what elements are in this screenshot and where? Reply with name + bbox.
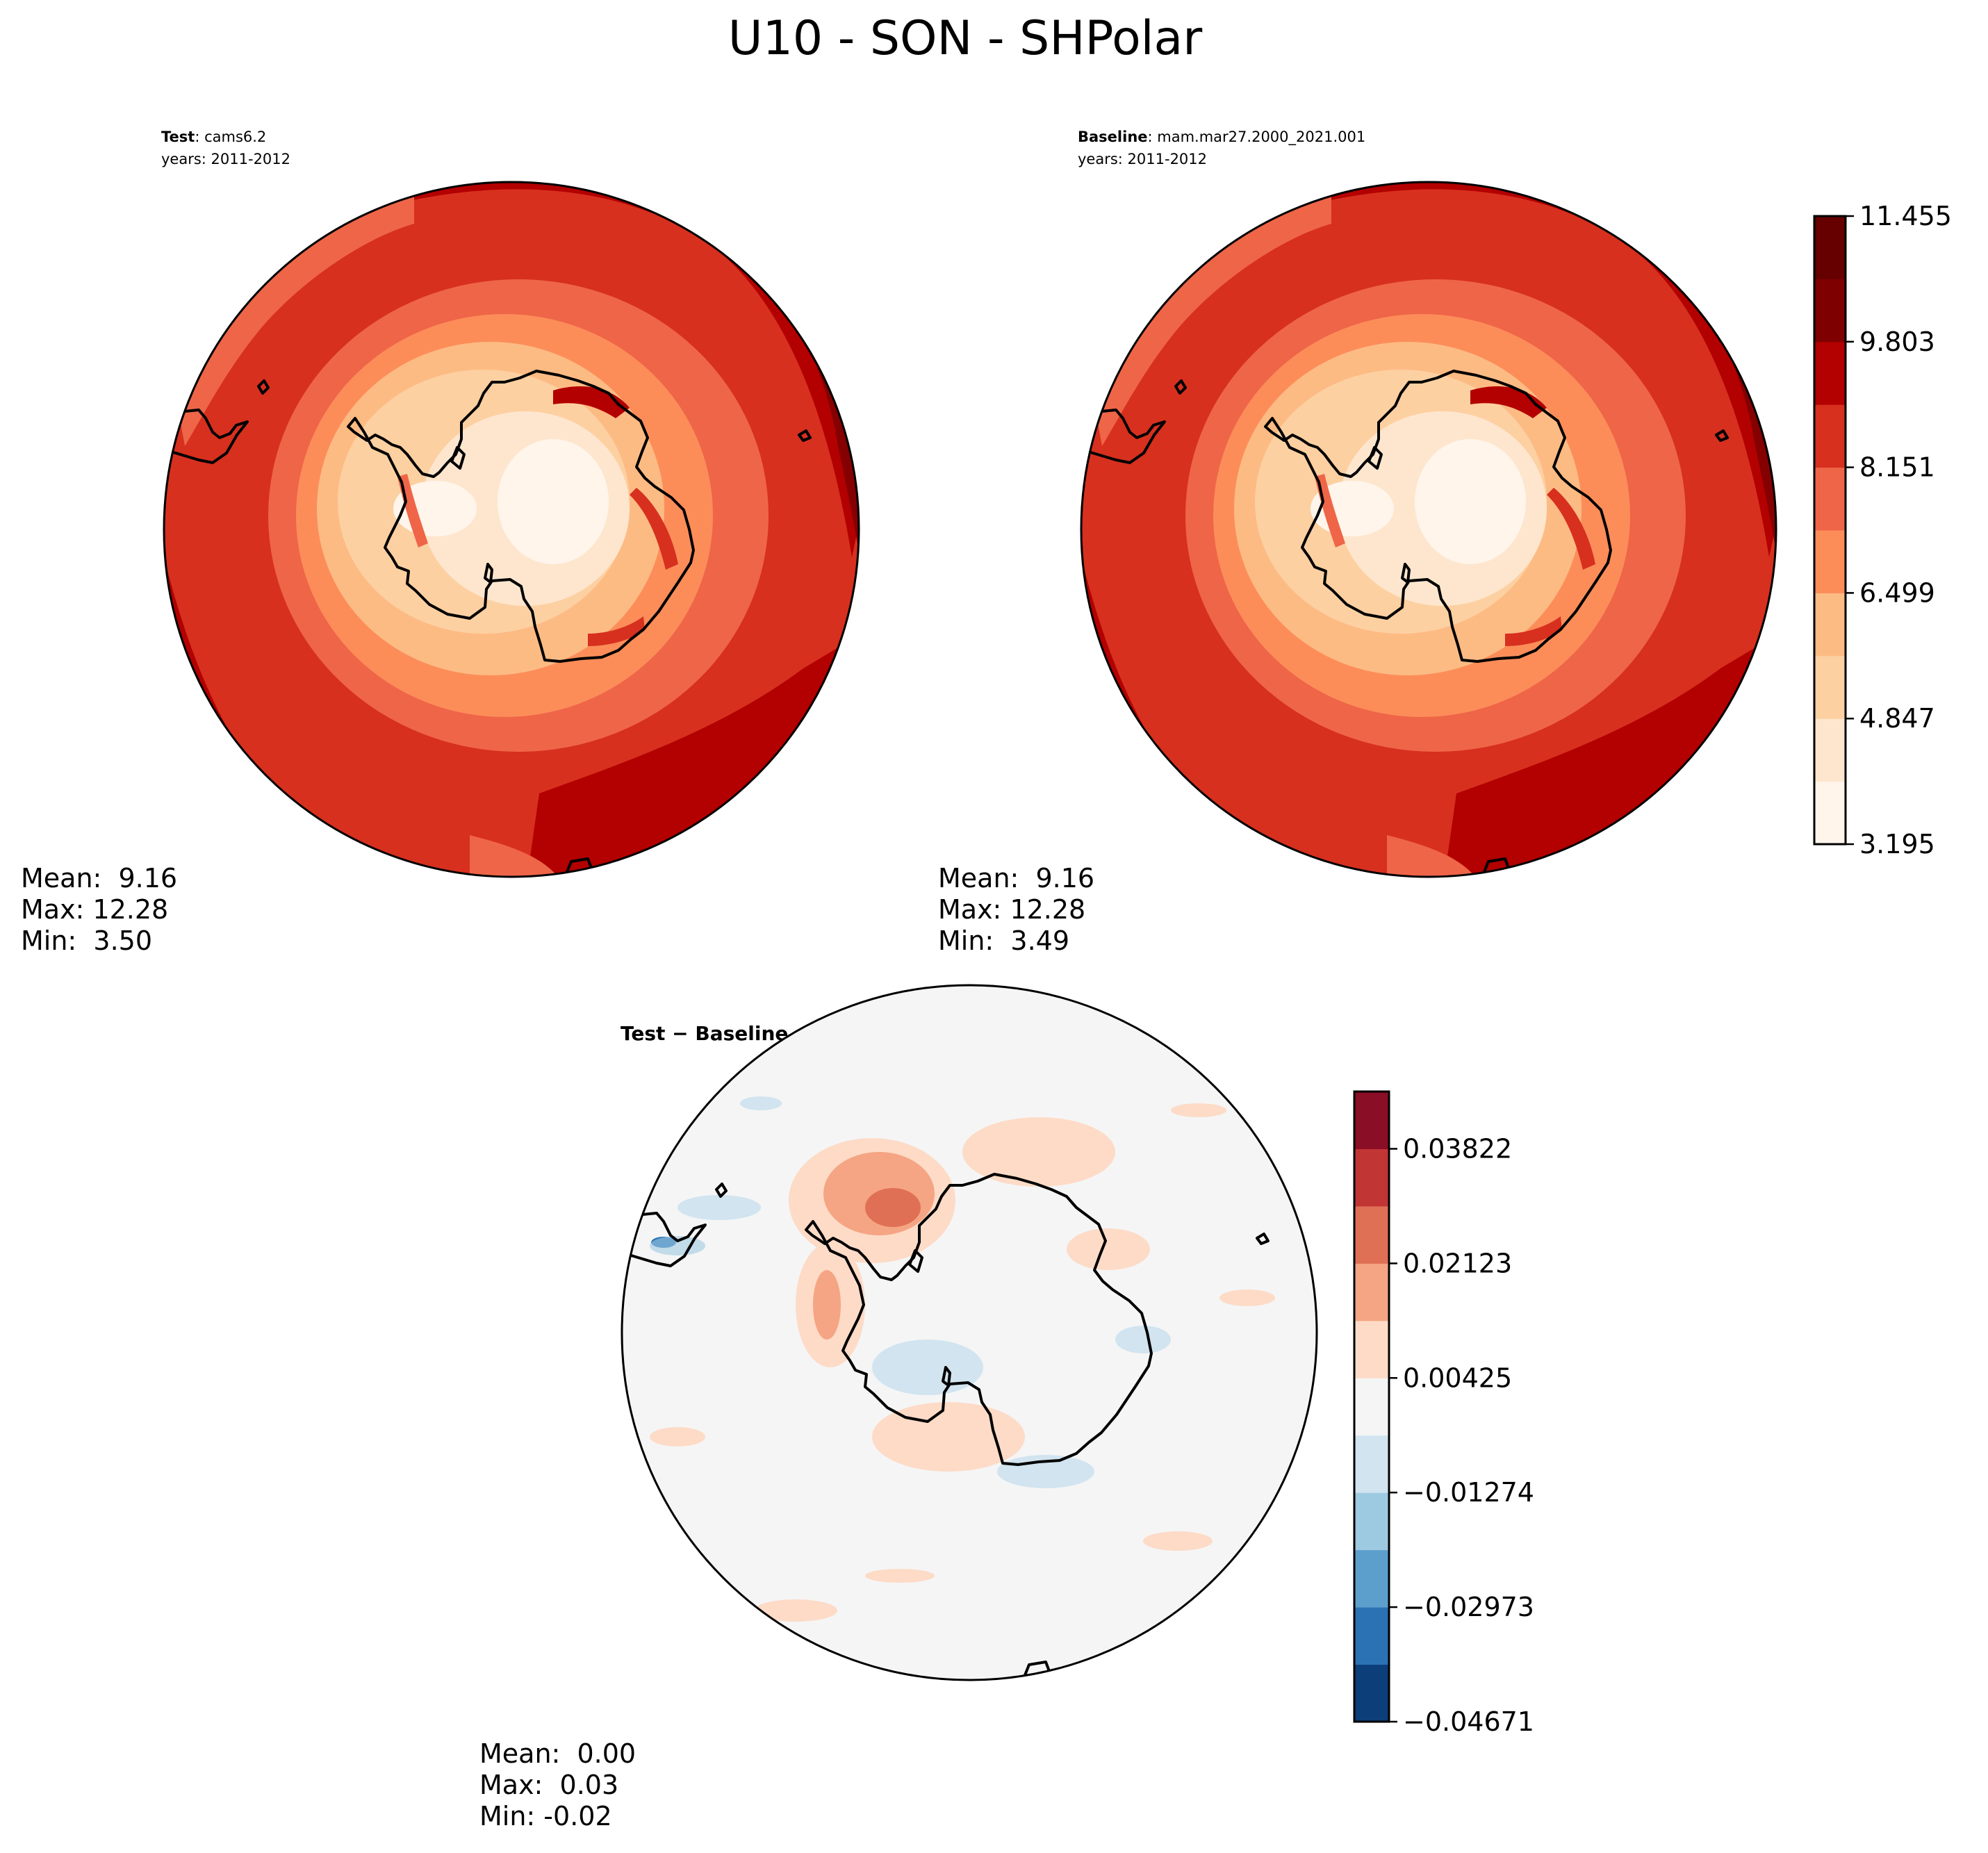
- test-stat-max: Max: 12.28: [21, 894, 168, 925]
- diff-colorbar-cell: [1354, 1148, 1389, 1207]
- wind-colorbar-cell: [1814, 781, 1846, 845]
- diff-panel: Test − Baseline Mean: 0.00 Max: 0.03 Min…: [479, 984, 1318, 1831]
- diff-colorbar-cell: [1354, 1320, 1389, 1378]
- wind-colorbar-cells: [1814, 216, 1846, 845]
- wind-colorbar-tick-label: 8.151: [1859, 452, 1935, 483]
- wind-colorbar: 3.195 4.847 6.499 8.151 9.803 11.455: [1813, 201, 1952, 859]
- wind-colorbar-frame: [1813, 215, 1847, 846]
- diff-colorbar-tick-label: −0.01274: [1403, 1477, 1534, 1508]
- wind-colorbar-cell: [1814, 341, 1846, 405]
- test-stat-min: Min: 3.50: [21, 925, 152, 956]
- diff-colorbar-cell: [1354, 1205, 1389, 1264]
- diff-stat-max: Max: 0.03: [479, 1770, 618, 1800]
- test-map-boundary: [163, 181, 860, 878]
- baseline-panel-years: years: 2011-2012: [1078, 151, 1207, 167]
- diff-colorbar-cell: [1354, 1263, 1389, 1321]
- wind-colorbar-cell: [1814, 404, 1846, 468]
- test-panel: Test: cams6.2 years: 2011-2012 Mean: 9.1…: [21, 129, 860, 956]
- wind-colorbar-tick-label: 9.803: [1859, 327, 1935, 357]
- diff-map: [621, 984, 1318, 1681]
- wind-colorbar-cell: [1814, 216, 1846, 279]
- wind-colorbar-cell: [1814, 655, 1846, 719]
- test-map: [163, 181, 860, 878]
- figure-title: U10 - SON - SHPolar: [728, 11, 1202, 66]
- wind-colorbar-ticks: 3.195 4.847 6.499 8.151 9.803 11.455: [1846, 201, 1952, 859]
- diff-colorbar-cell: [1354, 1549, 1389, 1608]
- diff-colorbar-cell: [1354, 1607, 1389, 1665]
- diff-colorbar-tick-label: 0.00425: [1403, 1362, 1512, 1393]
- diff-colorbar: −0.04671 −0.02973 −0.01274 0.00425 0.02123 0.…: [1353, 1090, 1534, 1737]
- diff-colorbar-tick-label: −0.04671: [1403, 1706, 1534, 1737]
- diff-colorbar-cell: [1354, 1664, 1389, 1722]
- diff-colorbar-cell: [1354, 1435, 1389, 1493]
- test-panel-label: Test: cams6.2: [161, 129, 266, 145]
- wind-colorbar-tick-label: 4.847: [1859, 703, 1935, 734]
- diff-colorbar-tick-label: 0.02123: [1403, 1248, 1512, 1278]
- wind-colorbar-cell: [1814, 530, 1846, 593]
- diff-colorbar-ticks: −0.04671 −0.02973 −0.01274 0.00425 0.02123 0.…: [1389, 1133, 1534, 1737]
- test-stat-mean: Mean: 9.16: [21, 863, 177, 893]
- diff-colorbar-cell: [1354, 1378, 1389, 1436]
- baseline-stat-max: Max: 12.28: [938, 894, 1085, 925]
- baseline-panel: Baseline: mam.mar27.2000_2021.001 years:…: [938, 129, 1777, 956]
- diff-map-boundary: [621, 984, 1318, 1681]
- baseline-panel-label: Baseline: mam.mar27.2000_2021.001: [1078, 129, 1365, 146]
- baseline-map-boundary: [1080, 181, 1777, 878]
- diff-stat-mean: Mean: 0.00: [479, 1738, 636, 1769]
- baseline-stat-min: Min: 3.49: [938, 925, 1069, 956]
- wind-colorbar-tick-label: 11.455: [1859, 201, 1952, 231]
- wind-colorbar-cell: [1814, 467, 1846, 531]
- diff-panel-label: Test − Baseline: [621, 1022, 788, 1045]
- baseline-map: [1080, 181, 1777, 878]
- diff-colorbar-cells: [1354, 1092, 1389, 1722]
- diff-colorbar-frame: [1353, 1090, 1390, 1723]
- diff-colorbar-tick-label: −0.02973: [1403, 1592, 1534, 1622]
- diff-colorbar-tick-label: 0.03822: [1403, 1133, 1512, 1164]
- wind-colorbar-cell: [1814, 279, 1846, 343]
- diff-colorbar-cell: [1354, 1092, 1389, 1149]
- wind-colorbar-cell: [1814, 718, 1846, 782]
- baseline-stat-mean: Mean: 9.16: [938, 863, 1094, 893]
- wind-colorbar-tick-label: 6.499: [1859, 577, 1935, 608]
- test-panel-years: years: 2011-2012: [161, 151, 290, 167]
- diff-colorbar-cell: [1354, 1492, 1389, 1551]
- wind-colorbar-tick-label: 3.195: [1859, 829, 1935, 859]
- diff-stat-min: Min: -0.02: [479, 1801, 612, 1831]
- wind-colorbar-cell: [1814, 593, 1846, 657]
